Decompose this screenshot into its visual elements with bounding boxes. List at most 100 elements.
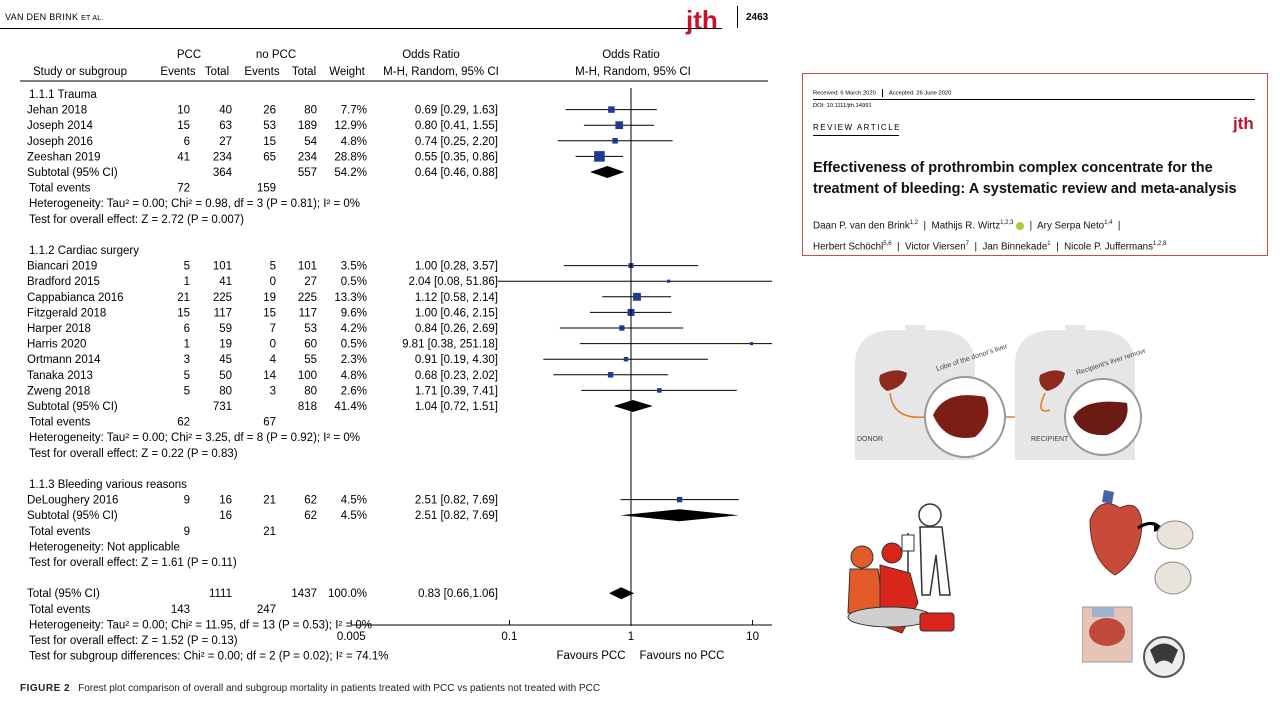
col-header-method-plot: M-H, Random, 95% CI <box>575 66 691 78</box>
cell-e1: 9 <box>184 495 190 507</box>
cell-e1: 6 <box>184 136 190 148</box>
cell-e2: 159 <box>257 183 276 195</box>
row-label: Test for overall effect: Z = 2.72 (P = 0… <box>29 214 244 226</box>
cell-t1: 234 <box>213 151 233 163</box>
col-header-method-table: M-H, Random, 95% CI <box>383 66 499 78</box>
cell-t1: 19 <box>219 339 232 351</box>
running-title-etal: ET AL. <box>81 15 104 22</box>
cell-e2: 67 <box>263 417 276 429</box>
medical-bag-icon <box>919 612 955 632</box>
donor-arrow-icon <box>889 392 926 419</box>
row-label: Tanaka 2013 <box>27 370 93 382</box>
study-marker <box>615 121 624 130</box>
medic2-head-icon <box>881 542 903 564</box>
cell-e2: 5 <box>270 261 276 273</box>
heart-tissue-icon <box>1089 618 1125 646</box>
heart-valve-illustration <box>1089 490 1194 595</box>
cell-e1: 15 <box>177 307 190 319</box>
header-rule <box>0 28 722 29</box>
author-affil: 1,2,3 <box>1000 220 1014 226</box>
cell-e1: 5 <box>184 261 190 273</box>
cell-ci: 0.69 [0.29, 1.63] <box>415 105 498 117</box>
article-title-line2: treatment of bleeding: A systematic revi… <box>813 181 1237 197</box>
cell-e1: 72 <box>177 183 190 195</box>
donor-label: DONOR <box>857 436 883 443</box>
cell-e2: 15 <box>263 307 276 319</box>
row-label: Joseph 2014 <box>27 120 93 132</box>
study-marker <box>594 151 605 162</box>
cell-e2: 0 <box>270 276 276 288</box>
cell-w: 2.6% <box>341 385 367 397</box>
author-name: Herbert Schöchl <box>813 241 884 253</box>
cell-ci: 0.84 [0.26, 2.69] <box>415 323 498 335</box>
header-divider <box>737 6 738 28</box>
col-header-pcc: PCC <box>177 49 201 61</box>
cell-e2: 3 <box>270 385 276 397</box>
study-marker <box>633 292 641 301</box>
cell-t2: 189 <box>298 120 317 132</box>
row-label: Heterogeneity: Tau² = 0.00; Chi² = 3.25,… <box>29 432 360 444</box>
author-name: Mathijs R. Wirtz <box>931 220 1001 232</box>
cell-e2: 15 <box>263 136 276 148</box>
row-label: Total events <box>29 417 91 429</box>
cell-w: 7.7% <box>341 105 367 117</box>
favours-left-label: Favours PCC <box>556 650 625 662</box>
cell-ci: 0.83 [0.66,1.06] <box>418 588 498 600</box>
cell-w: 4.5% <box>341 510 367 522</box>
row-label: Zeeshan 2019 <box>27 151 101 163</box>
cell-t1: 117 <box>214 307 232 319</box>
col-header-events-pcc: Events <box>160 66 195 78</box>
article-authors: Daan P. van den Brink1,2 | Mathijs R. Wi… <box>813 214 1166 257</box>
cell-e2: 19 <box>263 292 276 304</box>
cell-t2: 100 <box>298 370 317 382</box>
study-marker <box>612 138 618 144</box>
row-label: Biancari 2019 <box>27 261 97 273</box>
author-name: Ary Serpa Neto <box>1037 220 1105 232</box>
valve-prosthesis-icon <box>1156 520 1194 550</box>
cell-t1: 16 <box>219 495 232 507</box>
cell-ci: 1.04 [0.72, 1.51] <box>415 401 498 413</box>
cell-t2: 80 <box>304 105 317 117</box>
cell-w: 9.6% <box>341 307 367 319</box>
row-label: Cappabianca 2016 <box>27 292 124 304</box>
row-label: Test for subgroup differences: Chi² = 0.… <box>29 651 388 663</box>
forest-marks <box>497 88 772 626</box>
aorta-icon <box>1102 490 1114 504</box>
study-marker <box>607 372 614 378</box>
author-affil: 5,6 <box>883 241 892 248</box>
patient-icon <box>847 606 933 628</box>
cell-e2: 21 <box>263 495 276 507</box>
author-affil: 7 <box>965 241 970 248</box>
cell-t1: 27 <box>219 136 232 148</box>
bystander-head-icon <box>918 503 942 527</box>
article-dates: Received: 6 March 2020 Accepted: 26 June … <box>813 89 951 97</box>
col-header-study: Study or subgroup <box>33 66 127 78</box>
cell-e2: 7 <box>270 323 276 335</box>
col-header-weight: Weight <box>329 66 365 78</box>
row-label: Jehan 2018 <box>27 105 87 117</box>
x-tick-label: 10 <box>746 631 759 643</box>
emergency-rescue-illustration <box>847 503 955 634</box>
cell-t2: 225 <box>298 292 317 304</box>
study-marker <box>623 356 629 362</box>
cell-e2: 53 <box>263 120 276 132</box>
row-label: Total events <box>29 604 91 616</box>
figure-caption: FIGURE 2 Forest plot comparison of overal… <box>20 683 600 694</box>
row-label: Test for overall effect: Z = 0.22 (P = 0… <box>29 448 238 460</box>
row-label: Heterogeneity: Tau² = 0.00; Chi² = 0.98,… <box>29 198 360 210</box>
cell-ci: 0.55 [0.35, 0.86] <box>415 151 498 163</box>
summary-diamond <box>613 400 653 412</box>
cell-t1: 59 <box>219 323 232 335</box>
cell-e2: 26 <box>263 105 276 117</box>
received-date: Received: 6 March 2020 <box>813 90 876 97</box>
study-marker <box>619 325 625 331</box>
cell-ci: 1.00 [0.28, 3.57] <box>415 261 498 273</box>
col-header-or-table: Odds Ratio <box>402 49 460 61</box>
card-journal-logo: jth <box>1233 114 1254 133</box>
valve-replacement-illustration <box>1082 606 1185 678</box>
row-label: Test for overall effect: Z = 1.61 (P = 0… <box>29 557 237 569</box>
orcid-icon[interactable] <box>1016 221 1025 230</box>
authors-line1: Daan P. van den Brink1,2 | Mathijs R. Wi… <box>813 220 1121 232</box>
summary-diamond <box>620 509 739 522</box>
